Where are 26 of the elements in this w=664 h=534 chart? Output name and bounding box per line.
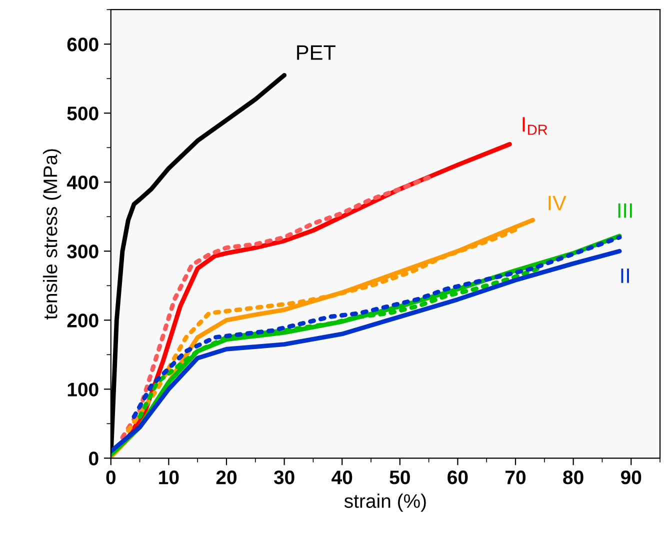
x-tick-label: 0 bbox=[106, 470, 116, 484]
y-tick-label: 500 bbox=[67, 106, 98, 120]
y-tick-label: 600 bbox=[67, 38, 98, 52]
x-tick-label: 60 bbox=[448, 470, 468, 484]
x-tick-label: 90 bbox=[620, 470, 642, 484]
x-tick-label: 50 bbox=[390, 470, 410, 484]
line-series bbox=[138, 266, 541, 419]
x-tick-label: 20 bbox=[216, 470, 237, 484]
series-label: I$_{DR}$ bbox=[522, 117, 548, 135]
y-tick-label: 100 bbox=[68, 382, 98, 396]
line-series bbox=[132, 235, 622, 419]
x-tick-label: 70 bbox=[506, 470, 526, 484]
x-axis-title: strain (%) bbox=[344, 494, 426, 512]
x-tick-label: 10 bbox=[159, 470, 179, 484]
x-tick-label: 40 bbox=[332, 470, 352, 484]
series-label: III bbox=[618, 203, 632, 218]
y-tick-label: 400 bbox=[66, 176, 98, 190]
series-label: PET bbox=[297, 45, 336, 60]
x-tick-label: 30 bbox=[274, 470, 294, 484]
series-label: II bbox=[621, 268, 629, 283]
x-tick-label: 80 bbox=[563, 470, 584, 484]
y-axis-title: tensile stress (MPa) bbox=[42, 149, 62, 320]
y-tick-label: 200 bbox=[67, 314, 98, 328]
series-label: IV bbox=[548, 196, 566, 210]
y-tick-label: 0 bbox=[89, 452, 98, 466]
y-tick-label: 300 bbox=[67, 244, 98, 258]
